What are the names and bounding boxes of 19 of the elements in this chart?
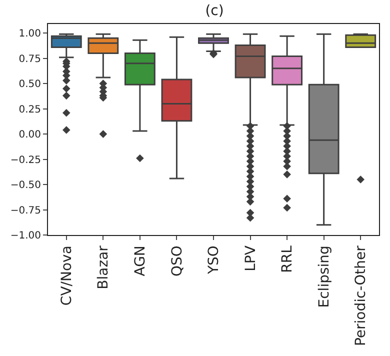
y-tick-label: 0.75 bbox=[18, 54, 41, 65]
chart-title: (c) bbox=[205, 3, 224, 20]
y-tick-label: 1.00 bbox=[18, 28, 41, 40]
x-tick-label: AGN bbox=[132, 246, 148, 276]
y-tick-label: −1.00 bbox=[10, 230, 41, 242]
x-tick-label: Periodic-Other bbox=[353, 245, 370, 346]
x-tick-label: YSO bbox=[206, 246, 222, 276]
x-tick-label: Eclipsing bbox=[316, 246, 332, 308]
y-tick-label: −0.50 bbox=[10, 180, 41, 192]
x-tick-label: QSO bbox=[169, 246, 186, 277]
x-tick-label: CV/Nova bbox=[58, 246, 75, 306]
y-tick-label: 0.50 bbox=[18, 79, 41, 90]
x-tick-label: Blazar bbox=[96, 245, 112, 290]
y-tick-label: −0.25 bbox=[10, 154, 41, 166]
x-tick-label: RRL bbox=[280, 245, 296, 273]
x-tick-label: LPV bbox=[242, 245, 259, 272]
y-tick-label: 0.25 bbox=[18, 104, 41, 116]
y-tick-label: −0.75 bbox=[10, 205, 41, 216]
y-tick-label: 0.00 bbox=[18, 130, 41, 141]
